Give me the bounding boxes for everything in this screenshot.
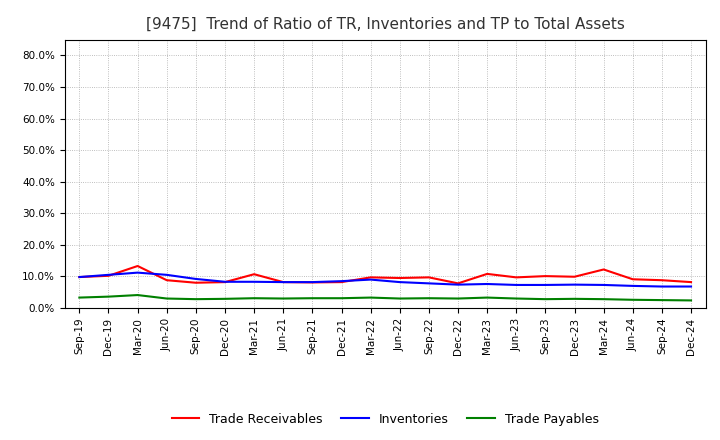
Trade Receivables xyxy=(133,264,142,269)
Trade Payables xyxy=(570,296,579,301)
Inventories xyxy=(599,282,608,288)
Trade Payables xyxy=(279,296,287,301)
Inventories xyxy=(279,279,287,285)
Trade Receivables xyxy=(629,277,637,282)
Trade Payables xyxy=(104,294,113,299)
Inventories xyxy=(570,282,579,287)
Inventories xyxy=(220,279,229,284)
Trade Payables xyxy=(629,297,637,302)
Trade Payables xyxy=(308,296,317,301)
Inventories xyxy=(104,272,113,278)
Trade Receivables xyxy=(250,271,258,277)
Inventories xyxy=(687,284,696,289)
Trade Payables xyxy=(250,296,258,301)
Trade Receivables xyxy=(454,281,462,286)
Trade Receivables xyxy=(541,274,550,279)
Inventories xyxy=(75,275,84,280)
Trade Payables xyxy=(454,296,462,301)
Trade Payables xyxy=(133,293,142,298)
Line: Trade Receivables: Trade Receivables xyxy=(79,266,691,283)
Inventories xyxy=(483,281,492,286)
Trade Receivables xyxy=(279,279,287,285)
Inventories xyxy=(395,279,404,285)
Line: Trade Payables: Trade Payables xyxy=(79,295,691,301)
Trade Payables xyxy=(163,296,171,301)
Trade Payables xyxy=(599,297,608,302)
Trade Payables xyxy=(687,298,696,303)
Trade Payables xyxy=(395,296,404,301)
Legend: Trade Receivables, Inventories, Trade Payables: Trade Receivables, Inventories, Trade Pa… xyxy=(166,407,604,431)
Title: [9475]  Trend of Ratio of TR, Inventories and TP to Total Assets: [9475] Trend of Ratio of TR, Inventories… xyxy=(145,16,625,32)
Trade Payables xyxy=(483,295,492,300)
Inventories xyxy=(192,276,200,282)
Trade Receivables xyxy=(337,279,346,285)
Trade Payables xyxy=(75,295,84,300)
Trade Payables xyxy=(425,296,433,301)
Trade Receivables xyxy=(192,280,200,286)
Inventories xyxy=(541,282,550,288)
Trade Receivables xyxy=(687,279,696,285)
Inventories xyxy=(133,270,142,275)
Trade Payables xyxy=(541,297,550,302)
Inventories xyxy=(425,281,433,286)
Trade Payables xyxy=(512,296,521,301)
Trade Receivables xyxy=(395,275,404,281)
Trade Receivables xyxy=(163,278,171,283)
Inventories xyxy=(366,277,375,282)
Trade Receivables xyxy=(366,275,375,280)
Trade Receivables xyxy=(104,273,113,279)
Inventories xyxy=(512,282,521,288)
Line: Inventories: Inventories xyxy=(79,273,691,286)
Inventories xyxy=(250,279,258,284)
Trade Receivables xyxy=(220,279,229,285)
Inventories xyxy=(454,282,462,287)
Trade Receivables xyxy=(657,278,666,283)
Trade Receivables xyxy=(599,267,608,272)
Inventories xyxy=(657,284,666,289)
Trade Receivables xyxy=(425,275,433,280)
Inventories xyxy=(163,272,171,278)
Trade Payables xyxy=(657,297,666,303)
Inventories xyxy=(337,279,346,284)
Trade Receivables xyxy=(512,275,521,280)
Trade Receivables xyxy=(570,274,579,279)
Trade Payables xyxy=(192,297,200,302)
Trade Payables xyxy=(337,296,346,301)
Trade Receivables xyxy=(75,275,84,280)
Inventories xyxy=(308,279,317,285)
Trade Receivables xyxy=(308,280,317,285)
Trade Receivables xyxy=(483,271,492,276)
Inventories xyxy=(629,283,637,289)
Trade Payables xyxy=(366,295,375,300)
Trade Payables xyxy=(220,296,229,301)
